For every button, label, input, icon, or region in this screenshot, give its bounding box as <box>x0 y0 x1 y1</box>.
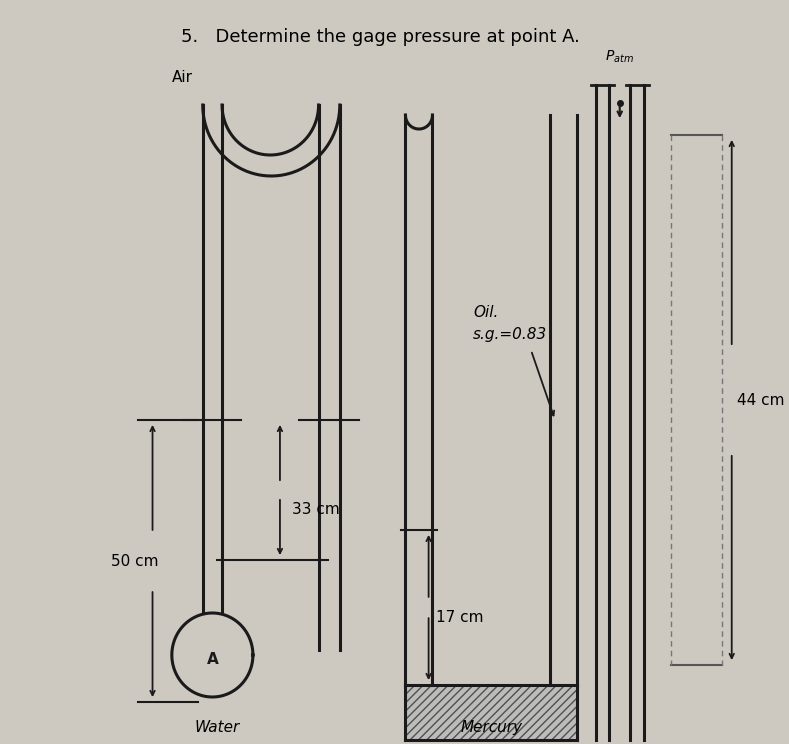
Text: s.g.=0.83: s.g.=0.83 <box>473 327 548 342</box>
Text: Air: Air <box>172 70 193 85</box>
Text: 33 cm: 33 cm <box>291 502 339 518</box>
Text: A: A <box>207 652 219 667</box>
Text: 17 cm: 17 cm <box>436 610 484 625</box>
Text: $P_{atm}$: $P_{atm}$ <box>605 48 634 65</box>
Text: 50 cm: 50 cm <box>111 554 159 568</box>
Text: 44 cm: 44 cm <box>737 393 784 408</box>
Text: Water: Water <box>195 720 240 735</box>
Text: Oil.: Oil. <box>473 305 499 320</box>
Polygon shape <box>406 685 578 740</box>
Text: 5.   Determine the gage pressure at point A.: 5. Determine the gage pressure at point … <box>181 28 580 46</box>
Text: Mercury: Mercury <box>460 720 522 735</box>
